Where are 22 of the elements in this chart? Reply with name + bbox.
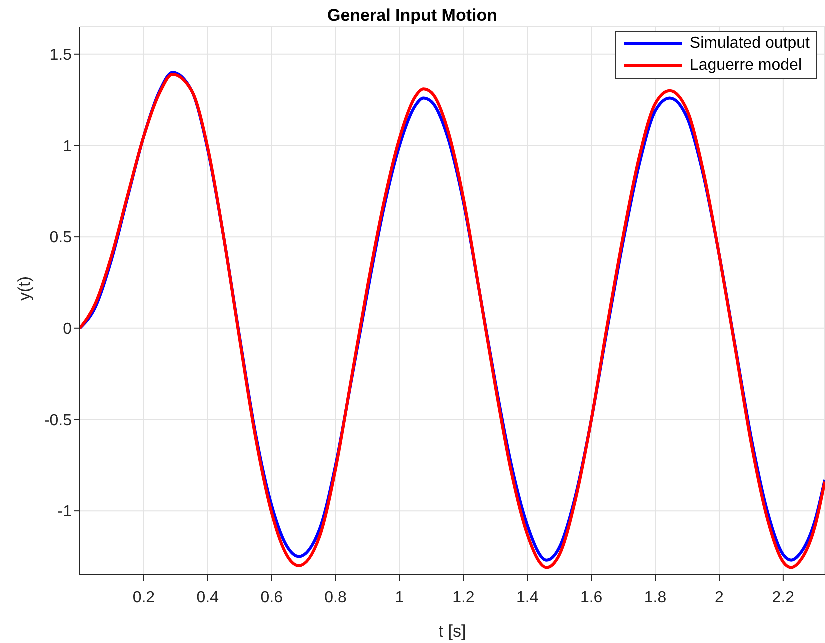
x-tick-label: 1.8 — [644, 589, 667, 606]
y-tick-label: 0 — [63, 321, 72, 338]
x-tick-label: 2.2 — [772, 589, 795, 606]
x-tick-label: 2 — [715, 589, 724, 606]
y-tick-label: -1 — [58, 504, 72, 521]
y-tick-label: 1.5 — [50, 47, 72, 64]
legend-label: Simulated output — [690, 35, 810, 53]
y-axis-title: y(t) — [15, 276, 34, 301]
x-tick-label: 1.2 — [452, 589, 475, 606]
x-axis-title: t [s] — [438, 622, 466, 641]
x-tick-label: 1.6 — [580, 589, 603, 606]
y-tick-label: 1 — [63, 138, 72, 156]
legend-label: Laguerre model — [690, 57, 802, 75]
x-tick-label: 1 — [395, 589, 404, 606]
chart-title: General Input Motion — [326, 6, 498, 26]
x-tick-label: 0.6 — [260, 589, 284, 606]
x-tick-label: 1.4 — [516, 589, 539, 606]
y-tick-label: -0.5 — [44, 412, 72, 430]
x-tick-label: 0.8 — [324, 589, 348, 606]
y-tick-label: 0.5 — [50, 230, 72, 247]
x-tick-label: 0.4 — [196, 589, 220, 606]
x-tick-label: 0.2 — [132, 589, 156, 606]
